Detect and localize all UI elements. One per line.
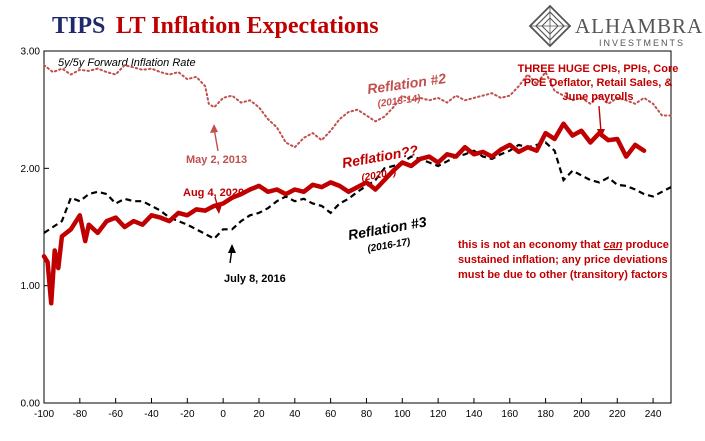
note-bottom-line-1: this is not an economy that can produce bbox=[458, 239, 669, 251]
x-tick-label: 20 bbox=[253, 409, 265, 420]
x-tick-label: 40 bbox=[289, 409, 301, 420]
x-tick-label: -60 bbox=[108, 409, 123, 420]
x-tick-label: 100 bbox=[394, 409, 411, 420]
note-top-line-1: THREE HUGE CPIs, PPIs, Core bbox=[518, 63, 679, 75]
x-tick-label: -100 bbox=[34, 409, 54, 420]
x-tick-label: 0 bbox=[220, 409, 226, 420]
x-tick-label: 220 bbox=[609, 409, 626, 420]
series-layer bbox=[41, 63, 672, 306]
x-axis: -100 -80 -60 -40 -20 0 20 40 60 80 100 120 140 160 180… bbox=[34, 398, 662, 420]
annotation-reflation-2: Reflation #2 bbox=[366, 70, 447, 97]
x-tick-label: -20 bbox=[180, 409, 195, 420]
note-bottom-line-3: must be due to other (transitory) factor… bbox=[458, 269, 668, 281]
annotation-arrows bbox=[210, 105, 605, 264]
x-tick-label: 80 bbox=[361, 409, 373, 420]
chart-title: TIPS LT Inflation Expectations bbox=[52, 13, 379, 39]
x-tick-label: 60 bbox=[325, 409, 337, 420]
logo-subtext: INVESTMENTS bbox=[599, 38, 685, 48]
series-line-solid bbox=[41, 121, 647, 306]
x-tick-label: 120 bbox=[430, 409, 447, 420]
x-tick-label: -80 bbox=[73, 409, 88, 420]
chart-title-part2: LT Inflation Expectations bbox=[116, 13, 379, 39]
annotation-reflation-2020-years: (2020- ) bbox=[361, 167, 398, 184]
arrowhead-aug-2020 bbox=[214, 205, 222, 214]
note-top-line-3: June payrolls bbox=[563, 91, 634, 103]
series-line-dotted bbox=[43, 63, 672, 149]
annotation-july-2016: July 8, 2016 bbox=[224, 273, 286, 285]
note-top-line-2: PCE Deflator, Retail Sales, & bbox=[524, 77, 673, 89]
plot-frame bbox=[43, 50, 672, 404]
annotation-reflation-3-years: (2016-17) bbox=[367, 236, 412, 254]
x-tick-label: 140 bbox=[466, 409, 483, 420]
x-tick-label: 160 bbox=[501, 409, 518, 420]
arrowhead-july-2016 bbox=[228, 244, 236, 253]
x-tick-label: 180 bbox=[537, 409, 554, 420]
y-tick-label: 0.00 bbox=[21, 399, 41, 410]
series-line-dashed bbox=[43, 141, 672, 241]
alhambra-logo: ALHAMBRA INVESTMENTS bbox=[528, 4, 703, 48]
annotation-reflation-3: Reflation #3 bbox=[347, 213, 428, 243]
annotations: Reflation #2 (2013-14) May 2, 2013 Refla… bbox=[183, 63, 678, 285]
arrowhead-june-payrolls bbox=[597, 129, 605, 138]
arrow-june-payrolls bbox=[598, 105, 602, 133]
annotation-may-2013: May 2, 2013 bbox=[186, 154, 247, 166]
y-tick-label: 1.00 bbox=[21, 281, 41, 292]
y-tick-label: 3.00 bbox=[21, 47, 41, 58]
arrowhead-may-2013 bbox=[210, 124, 218, 133]
annotation-aug-2020: Aug 4, 2020 bbox=[183, 187, 244, 199]
y-axis: 0.00 1.00 2.00 3.00 bbox=[21, 47, 49, 410]
x-tick-label: 200 bbox=[573, 409, 590, 420]
chart-title-part1: TIPS bbox=[52, 13, 105, 39]
note-bottom-line-2: sustained inflation; any price deviation… bbox=[458, 254, 668, 266]
x-tick-label: 240 bbox=[645, 409, 662, 420]
y-tick-label: 2.00 bbox=[21, 164, 41, 175]
logo-diamond-icon bbox=[528, 4, 572, 48]
chart-subtitle: 5y/5y Forward Inflation Rate bbox=[58, 57, 196, 69]
x-tick-label: -40 bbox=[144, 409, 159, 420]
logo-name: ALHAMBRA bbox=[575, 14, 703, 38]
annotation-reflation-2-years: (2013-14) bbox=[377, 93, 422, 110]
